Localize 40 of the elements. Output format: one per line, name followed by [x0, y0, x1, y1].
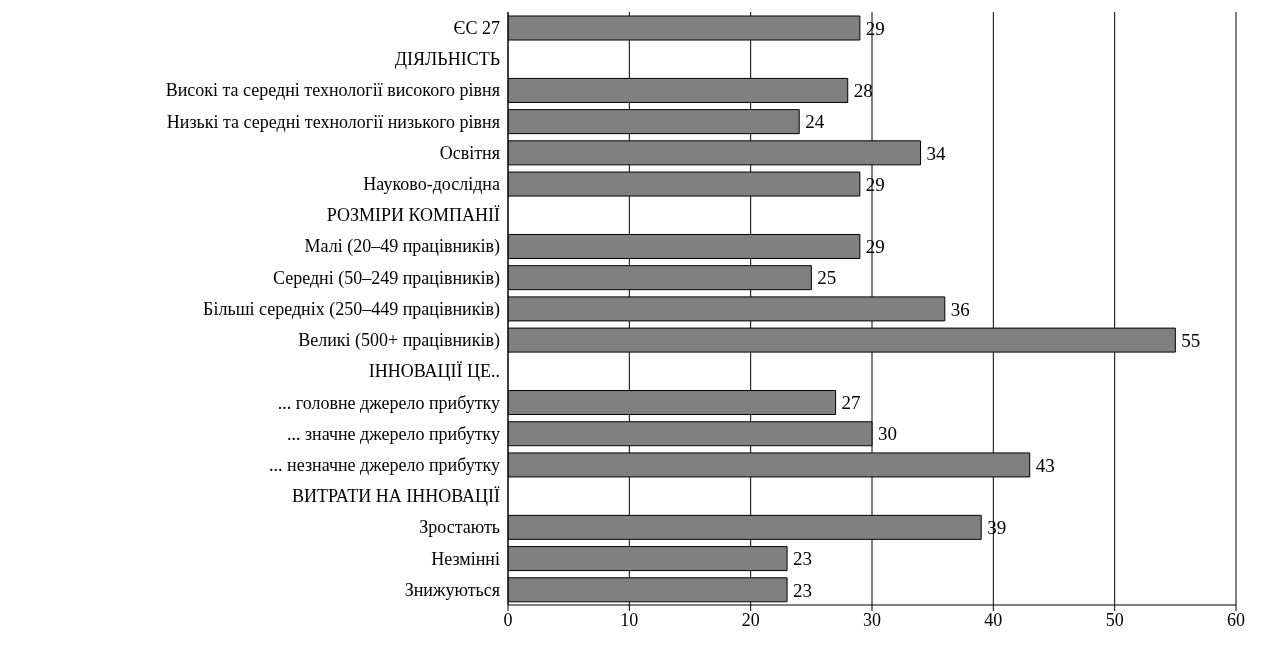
data-label: 55 [1181, 329, 1201, 351]
y-tick-label: ІННОВАЦІЇ ЦЕ.. [368, 361, 500, 382]
y-tick-label: РОЗМІРИ КОМПАНІЇ [326, 205, 500, 226]
data-label: 28 [853, 80, 873, 102]
y-tick-label: ДІЯЛЬНІСТЬ [394, 49, 500, 70]
data-label: 30 [878, 423, 897, 445]
y-tick-label: Малі (20–49 працівників) [304, 236, 500, 258]
data-label: 29 [865, 236, 885, 258]
y-tick-label: ... значне джерело прибутку [286, 423, 500, 444]
data-label: 29 [865, 173, 885, 195]
data-label: 23 [793, 579, 813, 601]
x-tick-label: 10 [620, 609, 639, 630]
data-label: 34 [926, 142, 947, 164]
x-tick-label: 20 [741, 609, 760, 630]
y-tick-label: ЄС 27 [453, 18, 500, 38]
data-label: 43 [1035, 454, 1055, 476]
data-label: 29 [865, 17, 885, 39]
y-tick-label: Середні (50–249 працівників) [272, 267, 500, 289]
y-tick-label: Високі та середні технології високого рівня [165, 80, 500, 101]
y-tick-label: Знижуються [404, 579, 500, 600]
x-tick-label: 50 [1105, 609, 1124, 630]
y-tick-label: Великі (500+ працівників) [298, 330, 500, 352]
y-tick-label: Зростають [419, 517, 500, 538]
data-label: 24 [805, 111, 825, 133]
data-label: 25 [817, 267, 837, 289]
x-tick-label: 40 [984, 609, 1003, 630]
y-tick-label: ВИТРАТИ НА ІННОВАЦІЇ [292, 486, 500, 507]
data-label: 36 [950, 298, 970, 320]
data-label: 27 [841, 392, 861, 414]
y-tick-label: ... незначне джерело прибутку [269, 454, 500, 475]
y-tick-label: ... головне джерело прибутку [277, 392, 500, 413]
data-label: 23 [793, 548, 813, 570]
x-tick-label: 30 [863, 609, 881, 630]
y-tick-label: Більші середніх (250–449 працівників) [203, 298, 500, 320]
y-tick-label: Науково-дослідна [363, 174, 500, 195]
x-tick-label: 60 [1227, 609, 1245, 630]
y-tick-label: Незмінні [431, 548, 500, 569]
y-tick-label: Низькі та середні технології низького рівня [166, 111, 500, 132]
x-tick-label: 0 [503, 609, 513, 630]
y-tick-label: Освітня [439, 142, 500, 163]
